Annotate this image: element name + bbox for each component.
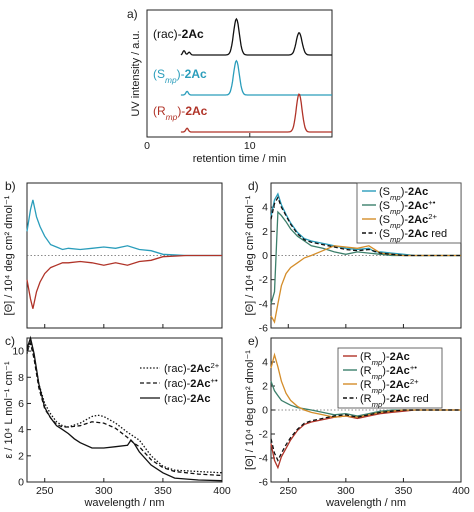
legend-entry: (Smp)-2Ac2+ <box>379 212 437 230</box>
series-label: (rac)-2Ac <box>153 27 204 41</box>
trace-a-0 <box>180 17 332 56</box>
x-tick-label: 300 <box>337 485 355 497</box>
x-axis-label: wavelength / nm <box>325 497 406 509</box>
series-line-0 <box>270 409 461 470</box>
y-axis-label: [Θ] / 10⁴ deg cm² dmol⁻¹ <box>244 350 256 470</box>
legend-e: (Rmp)-2Ac(Rmp)-2Ac+•(Rmp)-2Ac2+(Rmp)-2Ac… <box>337 347 443 409</box>
y-tick-label: 10 <box>12 346 24 358</box>
x-tick-label: 300 <box>95 485 113 497</box>
panel-a-label: a) <box>127 7 138 21</box>
legend-entry: (rac)-2Ac <box>164 393 210 405</box>
panel-c-frame <box>26 337 223 483</box>
y-tick-label: 0 <box>262 405 268 417</box>
y-tick-label: -4 <box>259 453 268 465</box>
y-tick-label: 6 <box>18 398 24 410</box>
trace-a-1 <box>180 59 332 96</box>
panel-c: c) 0 2 4 6 8 10 250 300 350 400 wavelength / nm ε / … <box>3 334 231 509</box>
y-tick-label: 4 <box>262 202 268 214</box>
y-tick-label: 4 <box>262 357 268 369</box>
series-line-0 <box>26 199 222 257</box>
y-tick-label: -6 <box>259 323 268 335</box>
series-line-2 <box>270 352 461 418</box>
legend-entry: (Rmp)-2Ac red <box>360 393 429 409</box>
y-tick-label: 2 <box>18 450 24 462</box>
trace-a-2 <box>180 93 332 133</box>
y-axis-label: ε / 10⁴ L mol⁻¹ cm⁻¹ <box>3 361 15 459</box>
series-line-0 <box>26 340 223 474</box>
series-line-1 <box>26 254 222 309</box>
y-tick-label: 2 <box>262 226 268 238</box>
y-tick-label: -2 <box>259 274 268 286</box>
x-tick-label: 10 <box>244 140 256 152</box>
legend-entry: (Smp)-2Ac red <box>379 228 447 244</box>
panel-e-label: e) <box>248 334 259 348</box>
panel-b: b) [Θ] / 10⁴ deg cm² dmol⁻¹ <box>3 179 223 329</box>
series-line-1 <box>26 341 223 477</box>
x-tick-label: 400 <box>213 485 231 497</box>
legend-entry: (Smp)-2Ac+• <box>379 198 436 216</box>
x-tick-label: 250 <box>36 485 54 497</box>
series-line-2 <box>26 335 223 482</box>
y-tick-label: 0 <box>262 250 268 262</box>
x-axis-label: retention time / min <box>193 153 287 165</box>
series-label: (Rmp)-2Ac <box>153 104 208 122</box>
series-label: (Smp)-2Ac <box>153 67 207 85</box>
panel-d-label: d) <box>248 179 259 193</box>
x-tick-label: 350 <box>154 485 172 497</box>
y-tick-label: 0 <box>18 477 24 489</box>
y-tick-label: -2 <box>259 429 268 441</box>
legend-entry: (Rmp)-2Ac2+ <box>360 377 419 395</box>
x-tick-label: 400 <box>452 485 470 497</box>
legend-box <box>356 182 462 244</box>
y-tick-label: 4 <box>18 424 24 436</box>
x-axis-label: wavelength / nm <box>83 497 164 509</box>
series-line-3 <box>270 195 461 257</box>
x-tick-label: 0 <box>144 140 150 152</box>
panel-d: d) -6 -4 -2 0 2 4 [Θ] / 10⁴ deg cm² dmol⁻¹ (Smp)… <box>244 179 462 335</box>
panel-a-frame <box>146 9 333 138</box>
y-axis-label: [Θ] / 10⁴ deg cm² dmol⁻¹ <box>3 195 15 315</box>
legend-box <box>337 347 443 409</box>
legend-entry: (rac)-2Ac2+ <box>164 361 220 376</box>
legend-entry: (rac)-2Ac+• <box>164 376 218 391</box>
legend-entry: (Rmp)-2Ac <box>360 351 410 367</box>
legend-entry: (Rmp)-2Ac+• <box>360 363 417 381</box>
panel-e: e) -6 -4 -2 0 2 4 250 300 350 400 wavelength / nm [Θ… <box>244 334 470 509</box>
y-tick-label: -4 <box>259 298 268 310</box>
series-line-2 <box>270 245 461 324</box>
panel-b-label: b) <box>5 179 16 193</box>
series-line-3 <box>270 409 461 462</box>
x-tick-label: 250 <box>280 485 298 497</box>
panel-c-label: c) <box>5 334 15 348</box>
legend-entry: (Smp)-2Ac <box>379 186 428 202</box>
y-axis-label: UV intensity / a.u. <box>130 30 142 116</box>
y-tick-label: 2 <box>262 381 268 393</box>
y-axis-label: [Θ] / 10⁴ deg cm² dmol⁻¹ <box>244 195 256 315</box>
x-tick-label: 350 <box>395 485 413 497</box>
y-tick-label: 8 <box>18 372 24 384</box>
legend-d: (Smp)-2Ac(Smp)-2Ac+•(Smp)-2Ac2+(Smp)-2Ac… <box>356 182 462 244</box>
y-tick-label: -6 <box>259 477 268 489</box>
